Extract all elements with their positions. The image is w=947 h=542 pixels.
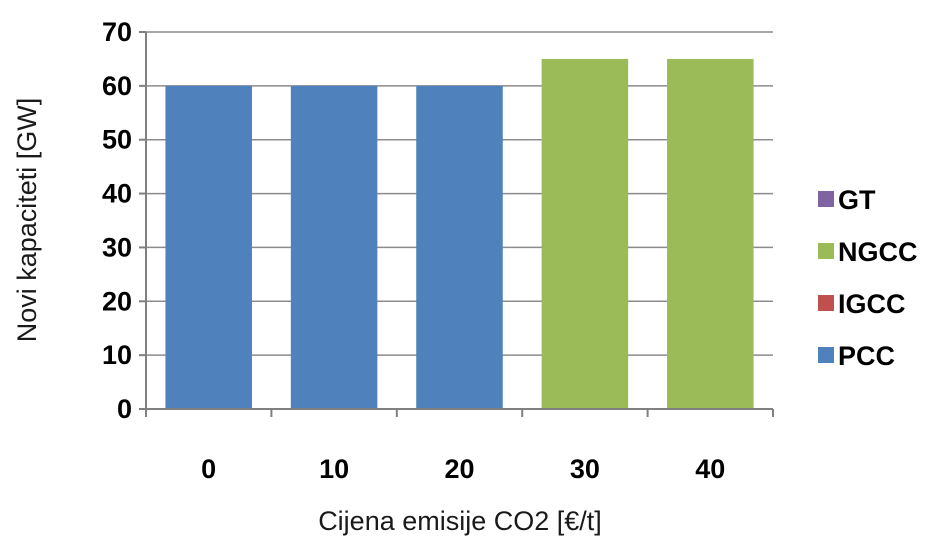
- x-tick-label: 20: [444, 454, 474, 484]
- y-tick-label: 10: [102, 340, 132, 370]
- legend-swatch-gt: [818, 191, 834, 207]
- axes: [145, 32, 773, 410]
- y-tick-label: 70: [102, 17, 132, 47]
- bar-pcc-10: [290, 85, 378, 409]
- legend-swatch-igcc: [818, 295, 834, 311]
- y-tick-label: 0: [117, 394, 132, 424]
- y-tick-label: 60: [102, 71, 132, 101]
- legend-swatch-ngcc: [818, 243, 834, 259]
- x-axis-title: Cijena emisije CO2 [€/t]: [318, 506, 602, 536]
- legend-label-gt: GT: [838, 185, 876, 215]
- bar-ngcc-40: [667, 58, 754, 410]
- legend: GT NGCC IGCC PCC: [818, 185, 918, 371]
- bars: [165, 58, 754, 410]
- x-tick-label: 0: [201, 454, 216, 484]
- y-tick-label: 40: [102, 179, 132, 209]
- y-tick-label: 30: [102, 232, 132, 262]
- legend-label-pcc: PCC: [838, 341, 895, 371]
- x-tick-label: 30: [570, 454, 600, 484]
- y-tick-label: 20: [102, 286, 132, 316]
- bar-pcc-20: [416, 85, 503, 409]
- x-ticks: 0 10 20 30 40: [145, 409, 774, 484]
- y-axis-title: Novi kapaciteti [GW]: [12, 98, 42, 343]
- y-ticks: 0 10 20 30 40 50 60 70: [102, 17, 146, 424]
- x-tick-label: 40: [695, 454, 725, 484]
- x-tick-label: 10: [319, 454, 349, 484]
- legend-label-igcc: IGCC: [838, 289, 906, 319]
- y-tick-label: 50: [102, 125, 132, 155]
- bar-pcc-0: [165, 85, 252, 409]
- legend-swatch-pcc: [818, 347, 834, 363]
- bar-ngcc-30: [541, 58, 629, 410]
- legend-label-ngcc: NGCC: [838, 237, 918, 267]
